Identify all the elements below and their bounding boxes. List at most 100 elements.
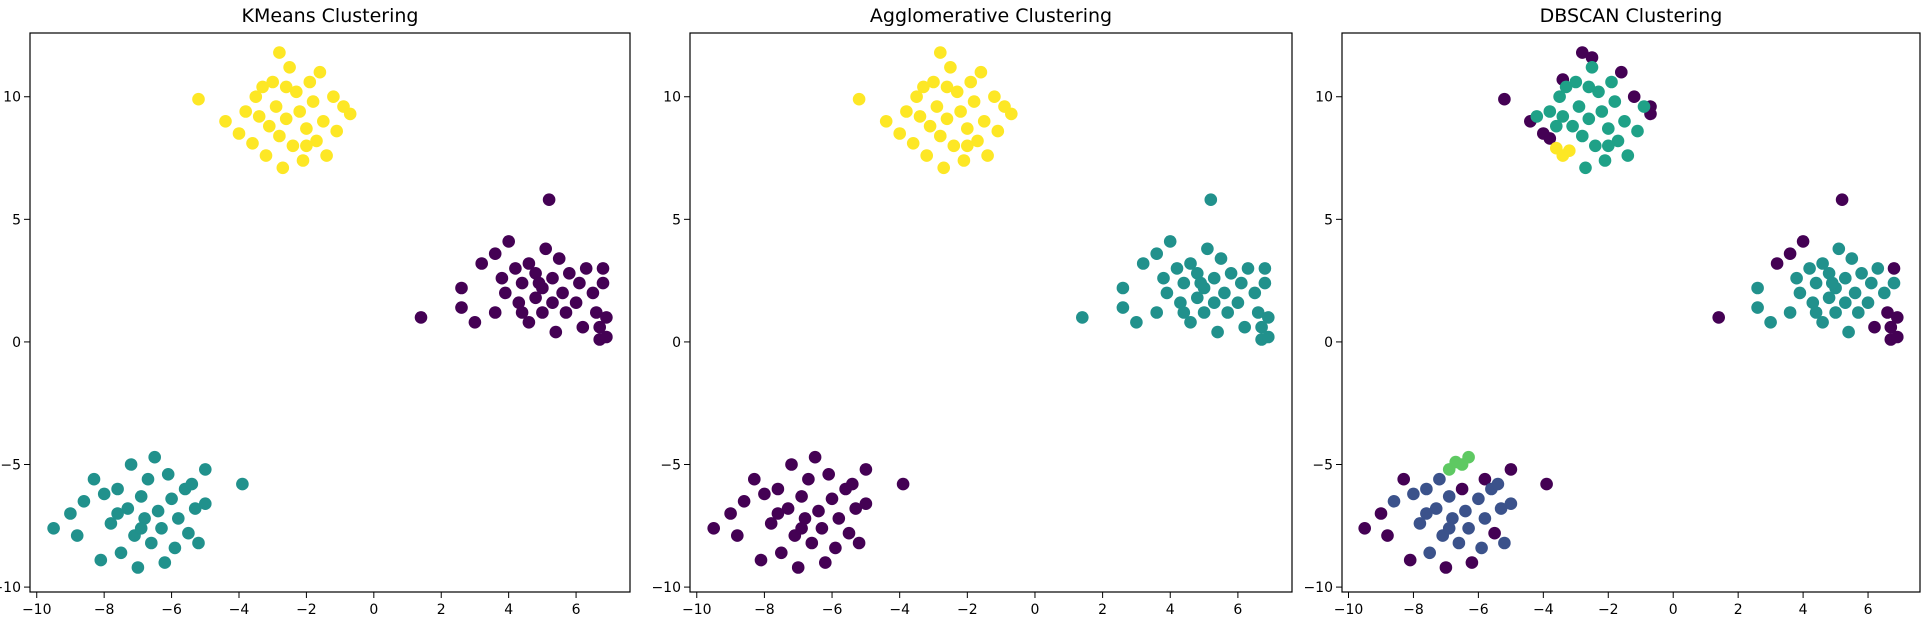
data-point — [158, 556, 172, 569]
data-point — [1839, 271, 1852, 285]
data-point — [1809, 306, 1823, 319]
data-point — [600, 330, 613, 344]
data-point — [1816, 316, 1829, 329]
data-point — [1881, 306, 1894, 319]
data-point — [1637, 100, 1651, 113]
data-point — [934, 129, 947, 143]
data-point — [859, 497, 873, 511]
data-point — [988, 90, 1001, 103]
data-point — [1462, 522, 1475, 535]
data-point — [1163, 235, 1177, 248]
data-point — [121, 502, 135, 515]
data-point — [1255, 320, 1268, 334]
data-point — [991, 124, 1005, 138]
data-point — [182, 526, 195, 540]
data-point — [330, 124, 344, 138]
data-point — [1543, 132, 1557, 145]
data-point — [1829, 306, 1842, 319]
data-point — [546, 271, 559, 285]
data-point — [1806, 296, 1820, 310]
data-point — [1494, 502, 1508, 515]
x-tick-label: −4 — [1533, 602, 1554, 618]
data-point — [1488, 526, 1501, 540]
y-tick-label: 5 — [12, 212, 21, 228]
data-point — [256, 80, 269, 94]
data-point — [940, 80, 954, 94]
x-tick-label: 0 — [369, 602, 378, 618]
series-cluster-2 — [852, 46, 1018, 175]
data-point — [1621, 149, 1635, 162]
data-point — [573, 276, 586, 290]
data-point — [1358, 522, 1371, 535]
data-point — [1207, 296, 1221, 310]
data-point — [168, 541, 182, 555]
data-point — [134, 522, 148, 535]
data-point — [300, 122, 313, 135]
data-point — [808, 450, 822, 464]
data-point — [532, 276, 546, 290]
data-point — [1201, 242, 1214, 256]
data-point — [1550, 119, 1563, 133]
data-point — [923, 119, 937, 133]
data-point — [950, 85, 964, 99]
data-point — [552, 252, 566, 265]
data-point — [1569, 75, 1583, 89]
x-tick-label: 4 — [1166, 602, 1175, 618]
data-point — [1459, 504, 1472, 518]
x-tick-label: −10 — [682, 602, 712, 618]
data-point — [165, 492, 178, 506]
data-point — [849, 502, 862, 515]
data-point — [303, 75, 317, 89]
data-point — [1177, 306, 1191, 319]
data-point — [327, 90, 340, 103]
data-point — [1592, 85, 1605, 99]
data-point — [1439, 561, 1453, 574]
data-point — [1442, 490, 1456, 503]
data-point — [1465, 556, 1479, 569]
data-point — [1214, 252, 1228, 265]
data-point — [1429, 502, 1443, 515]
x-tick-label: 4 — [1799, 602, 1808, 618]
data-point — [104, 517, 118, 530]
data-point — [795, 490, 808, 503]
data-point — [279, 112, 293, 126]
x-tick-label: 0 — [1669, 602, 1678, 618]
data-point — [815, 522, 829, 535]
data-point — [1204, 193, 1218, 206]
data-point — [249, 90, 263, 103]
data-point — [1504, 497, 1518, 511]
data-point — [317, 115, 330, 128]
data-point — [1887, 262, 1901, 275]
data-point — [266, 75, 280, 89]
data-point — [1803, 262, 1816, 275]
data-point — [1595, 105, 1609, 118]
data-point — [111, 507, 124, 520]
series-cluster-1 — [1076, 193, 1275, 346]
data-point — [455, 281, 468, 295]
data-point — [1835, 193, 1849, 206]
data-point — [502, 235, 515, 248]
data-point — [981, 149, 994, 162]
data-point — [906, 137, 920, 150]
data-point — [900, 105, 913, 118]
data-point — [286, 139, 300, 153]
data-point — [764, 517, 778, 530]
data-point — [1540, 477, 1553, 491]
data-point — [64, 507, 77, 520]
data-point — [236, 477, 249, 491]
data-point — [947, 139, 961, 153]
data-point — [1822, 291, 1836, 305]
data-point — [1475, 541, 1488, 555]
data-point — [1793, 286, 1807, 300]
data-point — [522, 316, 536, 329]
data-point — [263, 119, 276, 133]
data-point — [546, 296, 559, 310]
data-point — [1796, 235, 1810, 248]
data-point — [910, 90, 923, 103]
data-point — [529, 291, 542, 305]
data-point — [940, 112, 954, 126]
data-point — [246, 137, 259, 150]
data-point — [1543, 105, 1557, 118]
data-point — [192, 92, 205, 106]
data-point — [1783, 247, 1797, 260]
